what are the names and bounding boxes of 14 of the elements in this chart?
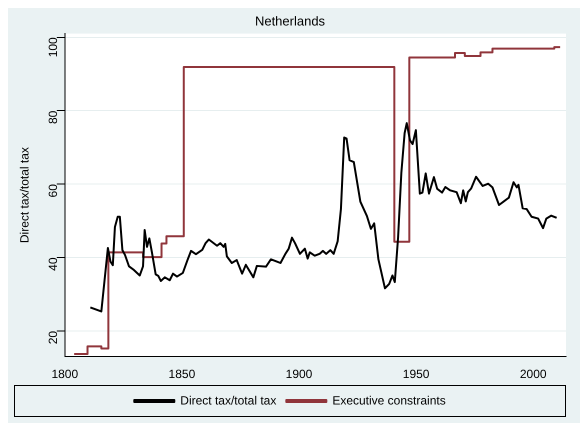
legend-label: Executive constraints	[332, 393, 446, 408]
chart-title: Netherlands	[254, 13, 326, 28]
y-tick-label: 100	[46, 36, 60, 58]
legend-label: Direct tax/total tax	[180, 393, 276, 408]
x-tick-label: 1800	[51, 367, 78, 382]
x-tick-label: 2000	[520, 367, 547, 382]
y-tick-label: 60	[46, 184, 60, 198]
y-axis-title: Direct tax/total tax	[18, 147, 32, 244]
y-tick-label: 20	[46, 330, 60, 344]
x-tick-label: 1900	[286, 367, 313, 382]
x-tick-label: 1950	[402, 367, 430, 382]
y-tick-label: 40	[46, 257, 60, 271]
x-tick-label: 1850	[168, 367, 196, 382]
y-tick-label: 80	[46, 110, 60, 124]
